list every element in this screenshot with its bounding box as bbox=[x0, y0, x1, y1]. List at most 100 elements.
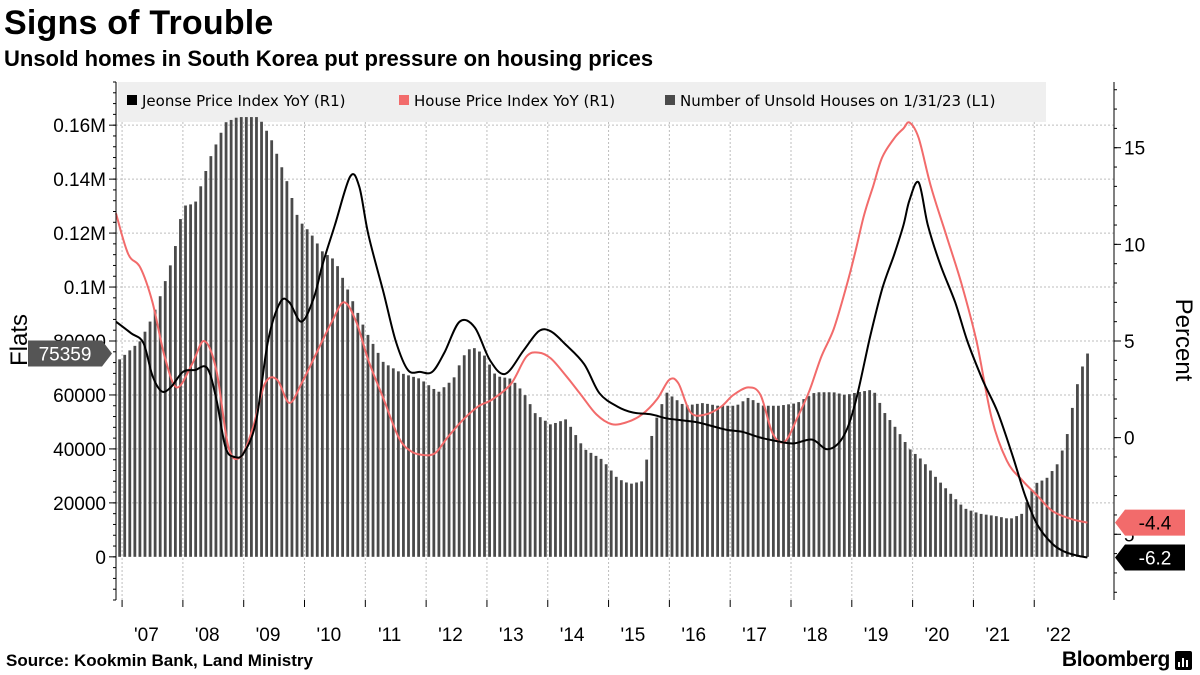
unsold-bar bbox=[873, 392, 877, 557]
unsold-bar bbox=[543, 420, 547, 557]
callout-jeonse: -6.2 bbox=[1115, 544, 1185, 571]
bloomberg-logo: Bloomberg bbox=[1061, 648, 1170, 671]
unsold-bar bbox=[574, 435, 578, 557]
source-note: Source: Kookmin Bank, Land Ministry bbox=[6, 651, 313, 670]
unsold-bar bbox=[1070, 407, 1074, 557]
left-tick-label: 20000 bbox=[53, 494, 106, 515]
unsold-bar bbox=[827, 392, 831, 557]
unsold-bar bbox=[1060, 450, 1064, 557]
unsold-bar bbox=[1030, 489, 1034, 557]
lines bbox=[115, 121, 1088, 559]
unsold-bar bbox=[472, 348, 476, 557]
unsold-bar bbox=[675, 400, 679, 557]
unsold-bar bbox=[761, 405, 765, 557]
unsold-bar bbox=[731, 405, 735, 557]
x-tick-label: '11 bbox=[378, 625, 401, 646]
unsold-bar bbox=[533, 413, 537, 557]
unsold-bar bbox=[1055, 464, 1059, 557]
unsold-bar bbox=[979, 513, 983, 557]
unsold-bar bbox=[412, 376, 415, 557]
unsold-bar bbox=[371, 343, 375, 557]
unsold-bar bbox=[437, 391, 441, 557]
unsold-bar bbox=[944, 488, 948, 557]
unsold-bar bbox=[305, 229, 309, 557]
unsold-bar bbox=[381, 361, 385, 557]
unsold-bar bbox=[614, 476, 618, 557]
unsold-bar bbox=[457, 365, 461, 557]
x-tick-label: '15 bbox=[621, 625, 646, 646]
unsold-bar bbox=[432, 388, 436, 557]
unsold-bar bbox=[417, 378, 421, 557]
unsold-bar bbox=[1005, 518, 1008, 557]
unsold-bar bbox=[842, 394, 846, 557]
unsold-bar bbox=[168, 265, 172, 557]
unsold-bar bbox=[290, 198, 294, 557]
unsold-bar bbox=[376, 352, 380, 557]
unsold-bar bbox=[554, 422, 557, 557]
x-tick-label: '16 bbox=[681, 625, 706, 646]
unsold-bar bbox=[341, 277, 345, 557]
unsold-bar bbox=[488, 364, 491, 557]
unsold-bar bbox=[989, 515, 993, 557]
right-tick-label: 15 bbox=[1124, 139, 1145, 160]
unsold-bar bbox=[255, 117, 258, 557]
x-tick-label: '07 bbox=[134, 625, 159, 646]
right-tick-label: 0 bbox=[1124, 429, 1135, 450]
callout-house-shape bbox=[1115, 509, 1185, 536]
unsold-bar bbox=[280, 167, 284, 557]
unsold-bar bbox=[295, 214, 299, 557]
unsold-bar bbox=[594, 455, 598, 557]
unsold-bar bbox=[974, 512, 978, 557]
unsold-bar bbox=[599, 458, 603, 557]
unsold-bar bbox=[579, 443, 583, 557]
x-tick-label: '10 bbox=[316, 625, 341, 646]
unsold-bar bbox=[133, 345, 137, 557]
callout-unsold: 75359 bbox=[28, 340, 112, 367]
unsold-bar bbox=[604, 464, 608, 557]
unsold-bar bbox=[630, 483, 633, 557]
unsold-bar bbox=[1025, 502, 1029, 557]
unsold-bar bbox=[179, 219, 182, 557]
unsold-bar bbox=[1035, 482, 1039, 557]
unsold-bar bbox=[690, 404, 694, 557]
unsold-bar bbox=[822, 392, 826, 557]
left-tick-label: 0.1M bbox=[64, 278, 106, 299]
unsold-bar bbox=[518, 388, 522, 557]
unsold-bar bbox=[189, 204, 192, 557]
unsold-bar bbox=[635, 482, 638, 557]
legend-label-unsold: Number of Unsold Houses on 1/31/23 (L1) bbox=[680, 92, 995, 110]
unsold-bar bbox=[118, 359, 122, 557]
unsold-bar bbox=[625, 482, 628, 557]
callout-jeonse-label: -6.2 bbox=[1139, 548, 1172, 569]
unsold-bar bbox=[1086, 353, 1089, 557]
unsold-bar bbox=[508, 378, 512, 557]
callout-house: -4.4 bbox=[1115, 509, 1185, 536]
x-tick-label: '22 bbox=[1046, 625, 1071, 646]
unsold-bar bbox=[447, 382, 451, 557]
callout-unsold-label: 75359 bbox=[39, 345, 92, 366]
unsold-bar bbox=[751, 400, 755, 557]
right-tick-label: 5 bbox=[1124, 332, 1135, 353]
unsold-bar bbox=[184, 205, 187, 557]
x-tick-label: '19 bbox=[864, 625, 889, 646]
unsold-bar bbox=[655, 417, 659, 557]
unsold-bar bbox=[194, 201, 198, 557]
unsold-bar bbox=[1020, 513, 1024, 557]
unsold-bar bbox=[123, 354, 127, 557]
unsold-bar bbox=[528, 404, 532, 557]
unsold-bar bbox=[913, 453, 917, 557]
unsold-bar bbox=[427, 385, 431, 557]
unsold-bar bbox=[548, 424, 552, 557]
unsold-bar bbox=[782, 405, 785, 557]
unsold-bar bbox=[868, 390, 872, 557]
unsold-bar bbox=[209, 156, 213, 557]
unsold-bar bbox=[148, 321, 152, 557]
unsold-bar bbox=[903, 441, 907, 557]
unsold-bar bbox=[285, 181, 289, 557]
unsold-bar bbox=[797, 402, 801, 557]
unsold-bar bbox=[163, 281, 167, 557]
unsold-bar bbox=[128, 350, 132, 557]
unsold-bar bbox=[680, 403, 684, 557]
unsold-bar bbox=[609, 470, 613, 557]
unsold-bar bbox=[863, 391, 866, 557]
